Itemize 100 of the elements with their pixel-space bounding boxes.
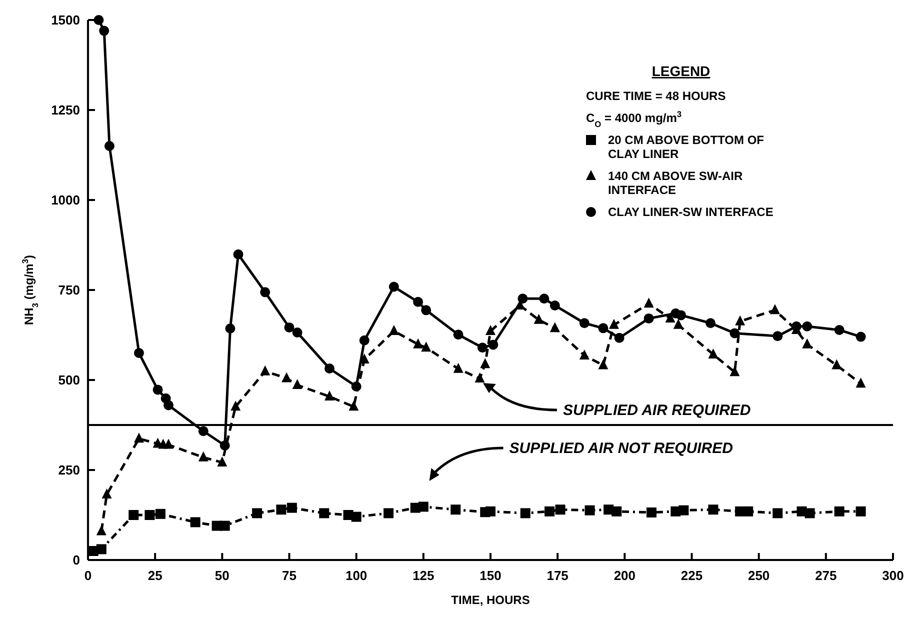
point [190, 517, 200, 528]
point [388, 282, 399, 292]
legend-label: CLAY LINER-SW INTERFACE [608, 205, 774, 219]
point [351, 512, 362, 522]
y-tick-label: 500 [58, 372, 80, 388]
point [152, 384, 163, 395]
point [676, 310, 686, 320]
point [518, 294, 528, 304]
point [230, 400, 241, 411]
y-tick-label: 1500 [51, 12, 80, 28]
point [96, 544, 106, 554]
point [804, 508, 815, 518]
x-tick-label: 200 [614, 568, 636, 583]
x-axis-title: TIME, HOURS [451, 593, 530, 607]
point [706, 318, 716, 328]
point [488, 340, 498, 350]
point [252, 508, 262, 518]
point [164, 400, 174, 410]
point [99, 26, 110, 36]
point [735, 315, 746, 326]
point [856, 332, 866, 342]
point [94, 15, 104, 25]
point [770, 304, 780, 314]
point [644, 313, 654, 324]
x-tick-label: 75 [282, 568, 296, 583]
point [260, 287, 270, 298]
point [388, 325, 399, 336]
point [644, 298, 654, 308]
point [480, 358, 490, 368]
legend-label: 140 CM ABOVE SW-AIR INTERFACE [608, 169, 743, 197]
x-tick-label: 175 [546, 568, 568, 583]
x-tick-label: 275 [815, 568, 837, 583]
point [282, 372, 292, 382]
point [198, 451, 208, 462]
point [96, 525, 106, 536]
point [550, 322, 560, 332]
x-tick-label: 125 [412, 568, 434, 583]
point [608, 318, 619, 329]
point [673, 318, 684, 329]
point [555, 504, 566, 515]
point [772, 508, 783, 518]
point [832, 359, 842, 370]
point [579, 318, 590, 328]
point [708, 348, 718, 358]
point [730, 328, 740, 338]
point [359, 335, 370, 346]
point [128, 510, 139, 520]
point [614, 332, 624, 343]
point [134, 432, 144, 443]
point [708, 504, 718, 515]
x-tick-label: 50 [214, 568, 230, 583]
point [474, 372, 485, 383]
point [155, 508, 166, 519]
point [319, 508, 330, 518]
point [134, 348, 144, 358]
annotation: SUPPLIED AIR REQUIRED [562, 402, 751, 419]
point [612, 506, 622, 516]
y-tick-label: 750 [58, 282, 80, 298]
point [802, 321, 812, 332]
point [286, 502, 297, 513]
point [856, 506, 866, 516]
point [450, 504, 461, 515]
legend-title: LEGEND [652, 63, 710, 79]
point [550, 300, 560, 310]
point [856, 378, 866, 388]
x-tick-label: 0 [84, 568, 92, 583]
point [453, 362, 464, 373]
point [646, 507, 656, 518]
y-tick-label: 250 [58, 462, 80, 478]
x-tick-label: 250 [748, 568, 770, 583]
point [276, 504, 286, 515]
point [453, 330, 464, 340]
point [598, 323, 608, 334]
point [834, 324, 844, 335]
point [198, 426, 208, 436]
point [220, 440, 230, 451]
point [802, 338, 812, 348]
point [348, 400, 359, 411]
x-tick-label: 150 [480, 568, 502, 583]
point [413, 338, 424, 348]
annotation: CURE TIME = 48 HOURS [586, 89, 726, 103]
point [486, 506, 496, 516]
point [384, 508, 394, 518]
point [102, 488, 112, 498]
point [292, 327, 302, 338]
y-tick-label: 0 [72, 552, 80, 568]
annotation: C$_{O}$ = 4000 mg/m$^{3}$ [586, 109, 682, 129]
point [579, 350, 590, 360]
point [284, 322, 294, 332]
point [598, 359, 608, 370]
point [834, 506, 844, 516]
point [324, 363, 334, 374]
x-tick-label: 225 [680, 568, 703, 583]
point [477, 342, 488, 353]
point [534, 314, 544, 324]
point [544, 506, 555, 516]
point [104, 141, 114, 151]
x-tick-label: 300 [882, 568, 904, 583]
point [486, 325, 496, 336]
point [520, 508, 530, 518]
